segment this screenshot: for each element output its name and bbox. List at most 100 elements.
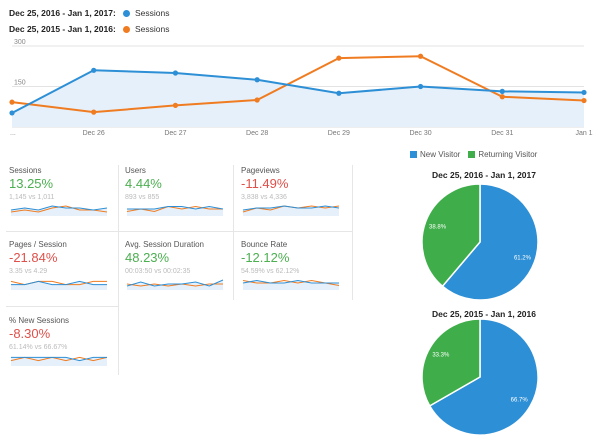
legend-current-range: Dec 25, 2016 - Jan 1, 2017: bbox=[9, 8, 116, 18]
pie-slice-label: 38.8% bbox=[429, 224, 447, 230]
metric-label: Users bbox=[125, 166, 146, 175]
series-current-point bbox=[336, 90, 342, 96]
metric-value: -21.84% bbox=[9, 250, 58, 265]
metric-sparkline bbox=[10, 356, 108, 366]
pie-slice-label: 66.7% bbox=[511, 398, 529, 404]
pie-slice-label: 33.3% bbox=[432, 352, 450, 358]
grid-divider bbox=[6, 231, 352, 232]
pie-slice-new-visitor bbox=[441, 183, 539, 301]
metric-value: -11.49% bbox=[241, 176, 289, 191]
x-tick-label: Dec 26 bbox=[83, 130, 105, 137]
legend-previous[interactable]: Dec 25, 2015 - Jan 1, 2016: Sessions bbox=[9, 24, 170, 34]
pie-slice-label: 61.2% bbox=[514, 256, 532, 262]
sessions-line-chart: 300 150... Dec 26 Dec 27 Dec 28 Dec 29 Dec 30 D… bbox=[9, 39, 593, 137]
y-tick-label: 300 bbox=[14, 39, 26, 46]
series-current-point bbox=[254, 77, 260, 83]
sparkline-current-line bbox=[242, 279, 339, 284]
metric-value: -8.30% bbox=[9, 326, 51, 341]
legend-previous-label: Sessions bbox=[135, 24, 170, 34]
metric-label: Bounce Rate bbox=[241, 240, 288, 249]
metric-sparkline bbox=[126, 279, 224, 290]
sparkline-current-line bbox=[126, 279, 224, 287]
metric-value: 13.25% bbox=[9, 176, 54, 191]
series-previous-point bbox=[336, 55, 342, 61]
grid-divider bbox=[233, 165, 234, 300]
legend-previous-dot bbox=[123, 25, 130, 33]
x-tick-label: Dec 31 bbox=[491, 130, 513, 137]
x-tick-label: Dec 30 bbox=[409, 130, 431, 137]
pie-title-previous: Dec 25, 2015 - Jan 1, 2016 bbox=[432, 309, 536, 319]
metric-tile-users[interactable]: Users 4.44% 893 vs 855 bbox=[125, 166, 235, 236]
series-previous-point bbox=[254, 97, 260, 103]
series-current-point bbox=[91, 67, 97, 73]
metric-sparkline bbox=[242, 205, 340, 216]
series-previous-point bbox=[91, 109, 97, 115]
metric-comparison: 61.14% vs 66.67% bbox=[9, 344, 68, 351]
metric-tile-avg-session-duration[interactable]: Avg. Session Duration 48.23% 00:03:50 vs… bbox=[125, 240, 235, 310]
legend-previous-range: Dec 25, 2015 - Jan 1, 2016: bbox=[9, 24, 116, 34]
series-previous-point bbox=[9, 99, 15, 105]
x-tick-label: Dec 27 bbox=[164, 130, 186, 137]
metric-label: % New Sessions bbox=[9, 316, 70, 325]
metric-value: 4.44% bbox=[125, 176, 162, 191]
sparkline-current-line bbox=[10, 205, 108, 211]
metric-label: Pageviews bbox=[241, 166, 280, 175]
series-previous-point bbox=[172, 102, 179, 108]
metric-tile-sessions[interactable]: Sessions 13.25% 1,145 vs 1,011 bbox=[9, 166, 119, 236]
pie-slice-returning-visitor bbox=[421, 183, 481, 288]
x-tick-label: Dec 29 bbox=[328, 130, 350, 137]
legend-current-label: Sessions bbox=[135, 8, 170, 18]
grid-divider bbox=[352, 165, 353, 300]
pie-legend-new: New Visitor bbox=[420, 150, 461, 159]
grid-divider bbox=[6, 306, 118, 307]
series-previous-point bbox=[499, 94, 505, 100]
metric-value: -12.12% bbox=[241, 250, 290, 265]
metric-comparison: 00:03:50 vs 00:02:35 bbox=[125, 268, 191, 275]
series-current-point bbox=[9, 110, 15, 116]
metric-label: Avg. Session Duration bbox=[125, 240, 205, 249]
metric-tile-pageviews[interactable]: Pageviews -11.49% 3,838 vs 4,336 bbox=[241, 166, 351, 236]
metric-comparison: 54.59% vs 62.12% bbox=[241, 268, 300, 275]
x-tick-label: ... bbox=[10, 130, 16, 137]
pie-slice-new-visitor bbox=[428, 318, 539, 436]
sparkline-current-line bbox=[11, 280, 107, 286]
returning-visitor-swatch bbox=[468, 151, 476, 158]
new-visitor-swatch bbox=[410, 151, 417, 158]
sparkline-current-line bbox=[11, 356, 107, 362]
metric-value: 48.23% bbox=[125, 250, 170, 265]
sparkline-area bbox=[11, 206, 107, 216]
metric-label: Pages / Session bbox=[9, 240, 67, 249]
metric-sparkline bbox=[10, 205, 108, 216]
sparkline-current-line bbox=[242, 205, 340, 211]
sparkline-current-line bbox=[127, 205, 224, 210]
legend-current-dot bbox=[123, 9, 130, 17]
pie-slice-returning-visitor bbox=[421, 318, 481, 407]
series-current-point bbox=[499, 88, 505, 94]
metric-comparison: 3.35 vs 4.29 bbox=[9, 268, 48, 275]
series-current-line bbox=[11, 69, 585, 114]
metric-sparkline bbox=[10, 280, 107, 290]
metric-tile-new-sessions[interactable]: % New Sessions -8.30% 61.14% vs 66.67% bbox=[9, 316, 119, 386]
series-previous-point bbox=[417, 53, 424, 59]
legend-current[interactable]: Dec 25, 2016 - Jan 1, 2017: Sessions bbox=[9, 8, 170, 18]
sessions-area bbox=[12, 70, 584, 127]
series-current-point bbox=[172, 70, 179, 76]
metric-comparison: 893 vs 855 bbox=[125, 194, 160, 201]
metric-label: Sessions bbox=[9, 166, 42, 175]
metric-comparison: 1,145 vs 1,011 bbox=[9, 194, 55, 201]
x-tick-label: Jan 1 bbox=[575, 130, 592, 137]
x-tick-label: Dec 28 bbox=[246, 130, 268, 137]
pie-title-current: Dec 25, 2016 - Jan 1, 2017 bbox=[432, 170, 536, 180]
series-previous-point bbox=[581, 97, 587, 104]
y-tick-label: 150 bbox=[14, 80, 26, 87]
grid-divider bbox=[118, 165, 119, 375]
series-current-point bbox=[417, 83, 424, 90]
metric-tile-bounce-rate[interactable]: Bounce Rate -12.12% 54.59% vs 62.12% bbox=[241, 240, 351, 310]
sparkline-previous-line bbox=[126, 283, 223, 287]
metric-comparison: 3,838 vs 4,336 bbox=[241, 194, 287, 201]
pie-legend: New Visitor Returning Visitor bbox=[410, 150, 537, 159]
metric-sparkline bbox=[242, 279, 340, 290]
sparkline-previous-line bbox=[10, 356, 108, 362]
series-current-point bbox=[581, 89, 587, 96]
metric-tile-pages-per-session[interactable]: Pages / Session -21.84% 3.35 vs 4.29 bbox=[9, 240, 119, 310]
